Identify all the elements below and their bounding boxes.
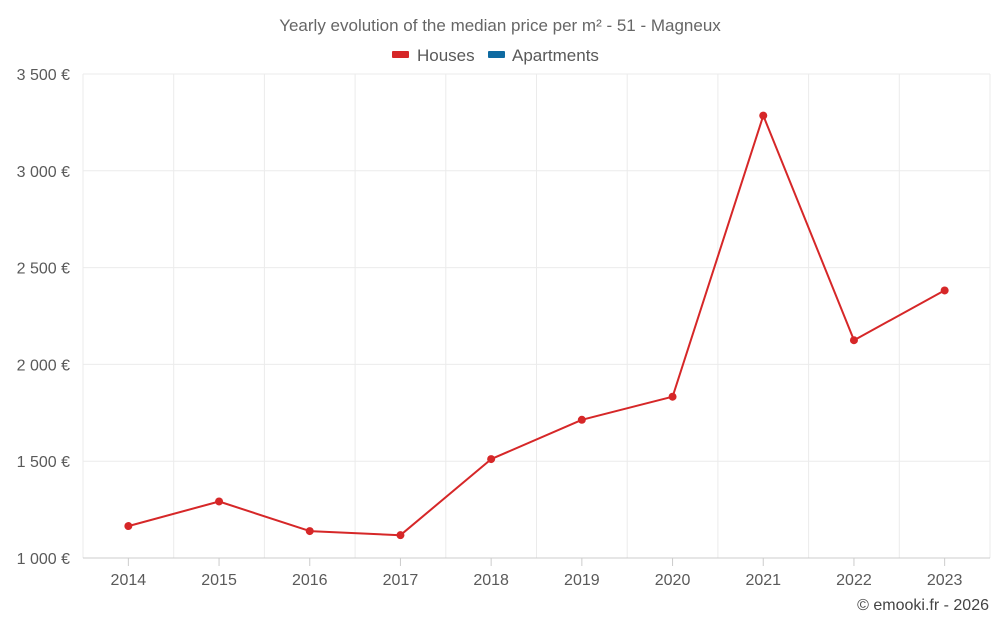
legend: Houses Apartments bbox=[392, 46, 599, 65]
legend-item-apartments[interactable]: Apartments bbox=[488, 46, 599, 65]
chart-title: Yearly evolution of the median price per… bbox=[279, 16, 721, 35]
x-tick-label: 2021 bbox=[745, 572, 781, 589]
x-tick-label: 2019 bbox=[564, 572, 600, 589]
legend-label-apartments: Apartments bbox=[512, 46, 599, 65]
x-tick-label: 2016 bbox=[292, 572, 328, 589]
x-tick-label: 2020 bbox=[655, 572, 691, 589]
gridlines bbox=[82, 73, 991, 559]
series-line bbox=[128, 114, 946, 537]
x-tick-label: 2017 bbox=[383, 572, 419, 589]
y-tick-label: 2 500 € bbox=[17, 261, 70, 278]
data-point[interactable] bbox=[940, 286, 949, 295]
data-point[interactable] bbox=[124, 522, 133, 531]
data-point[interactable] bbox=[849, 336, 858, 345]
legend-item-houses[interactable]: Houses bbox=[392, 46, 475, 65]
legend-swatch-apartments bbox=[488, 51, 505, 58]
data-point[interactable] bbox=[215, 497, 224, 506]
y-tick-label: 1 500 € bbox=[17, 454, 70, 471]
legend-label-houses: Houses bbox=[417, 46, 475, 65]
y-tick-label: 2 000 € bbox=[17, 357, 70, 374]
x-tick-label: 2022 bbox=[836, 572, 872, 589]
x-tick-label: 2018 bbox=[473, 572, 509, 589]
credit-text: © emooki.fr - 2026 bbox=[857, 597, 989, 614]
legend-swatch-houses bbox=[392, 51, 409, 58]
y-axis: 1 000 € 1 500 € 2 000 € 2 500 € 3 000 € 3 500… bbox=[17, 67, 70, 568]
y-tick-label: 3 000 € bbox=[17, 164, 70, 181]
data-point[interactable] bbox=[487, 455, 496, 464]
x-tick-label: 2014 bbox=[111, 572, 147, 589]
data-point[interactable] bbox=[396, 531, 405, 540]
x-axis: 2014 2015 2016 2017 2018 2019 2020 2021 2022 2023 bbox=[111, 558, 963, 589]
data-point[interactable] bbox=[759, 111, 768, 120]
data-point[interactable] bbox=[577, 415, 586, 424]
y-tick-label: 3 500 € bbox=[17, 67, 70, 84]
series-houses bbox=[124, 111, 949, 540]
data-point[interactable] bbox=[305, 527, 314, 536]
data-point[interactable] bbox=[668, 392, 677, 401]
x-tick-label: 2015 bbox=[201, 572, 237, 589]
x-tick-label: 2023 bbox=[927, 572, 963, 589]
y-tick-label: 1 000 € bbox=[17, 551, 70, 568]
